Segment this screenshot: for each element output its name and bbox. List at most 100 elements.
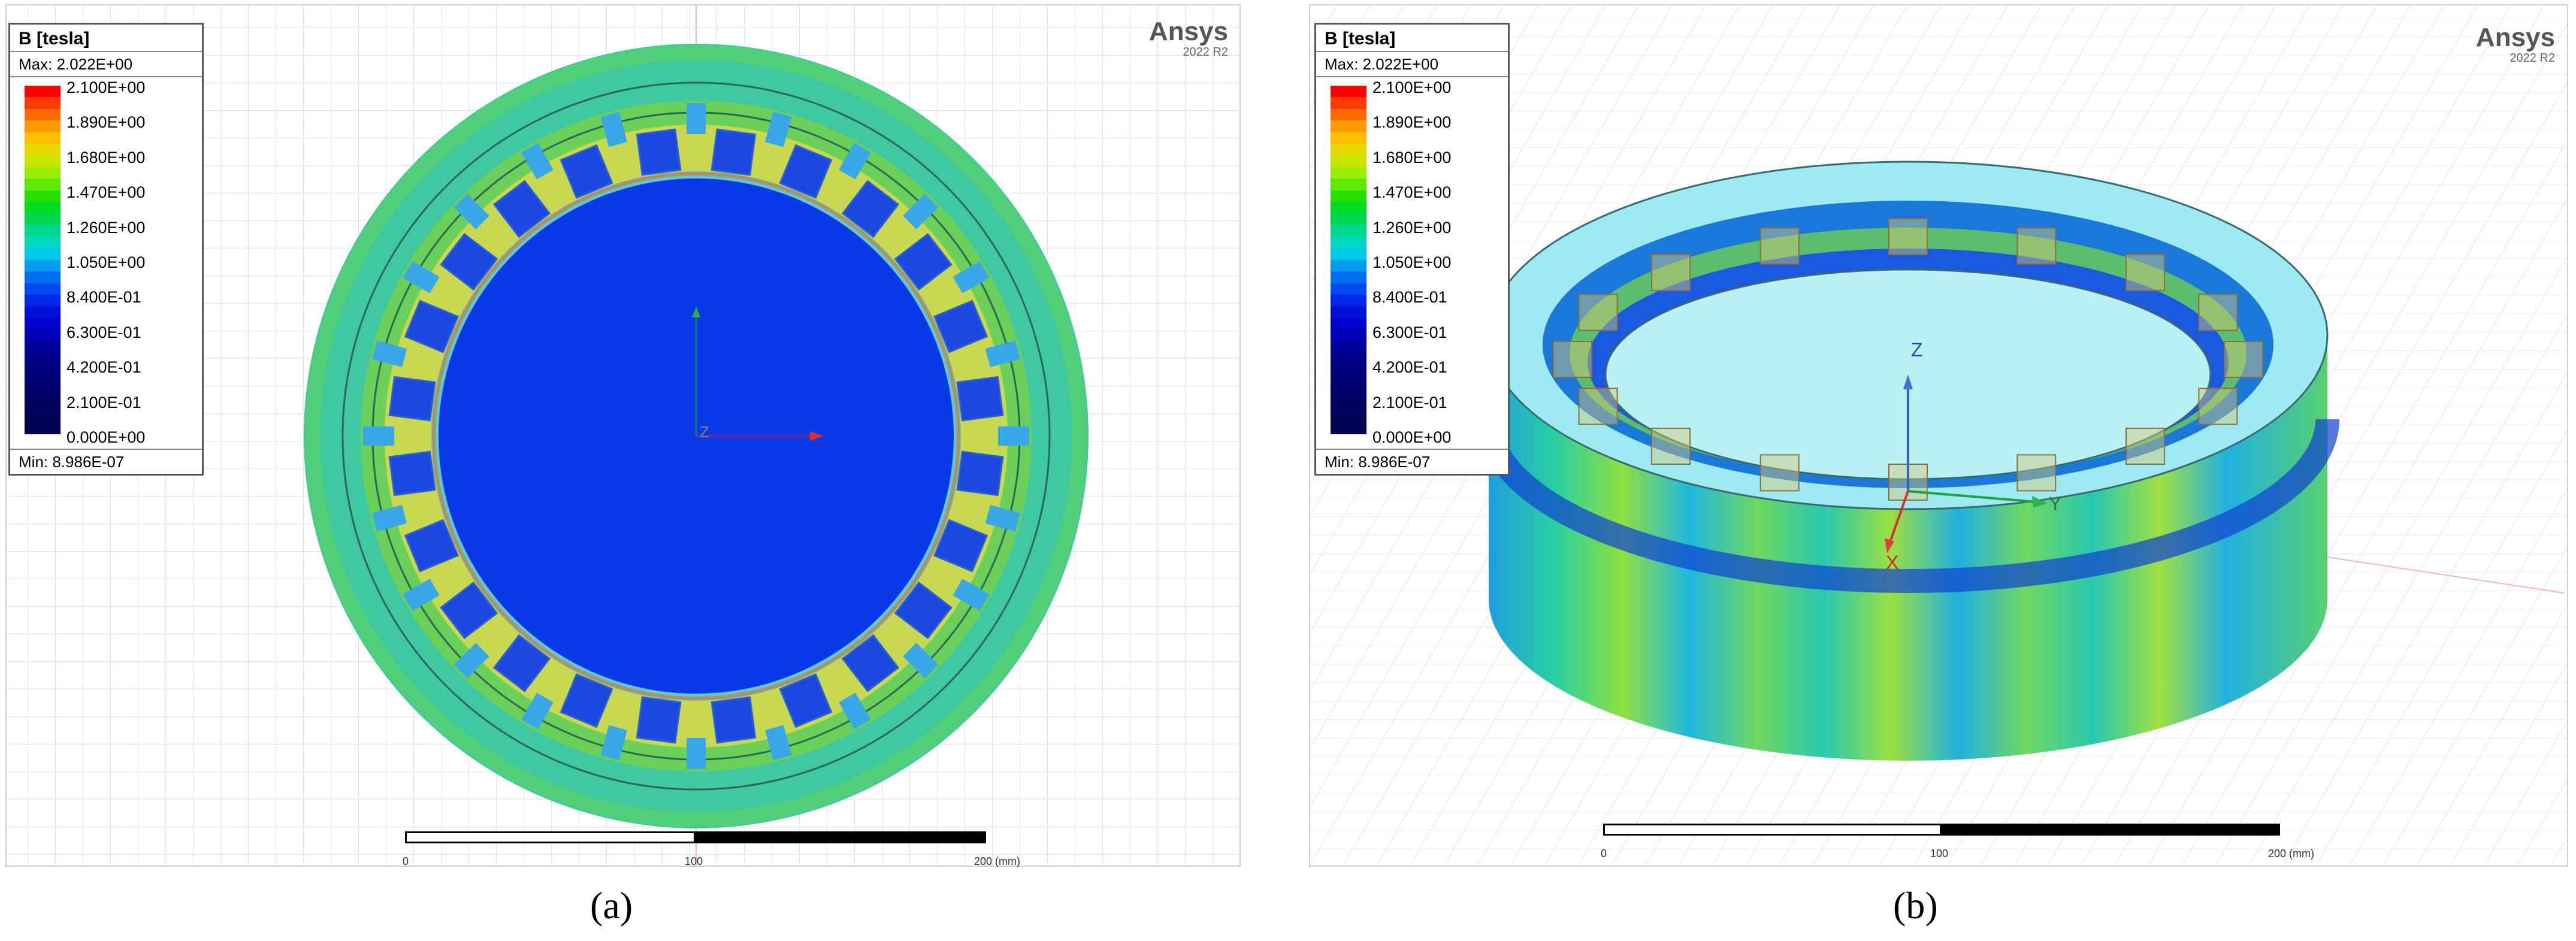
- yoke-flux-spot: [453, 643, 489, 679]
- color-swatch: [1331, 329, 1366, 341]
- legend-title: B [tesla]: [10, 25, 202, 52]
- legend-b: B [tesla] Max: 2.022E+00 2.100E+00 1.890E…: [1314, 23, 1510, 476]
- color-swatch: [25, 201, 61, 214]
- scale-label-0: 0: [1601, 848, 1607, 860]
- scale-label-100: 100: [685, 855, 703, 867]
- yoke-flux-spot: [953, 579, 990, 611]
- magnet-block: [1651, 427, 1691, 465]
- outer-band: [1489, 335, 2327, 761]
- yoke-flux-spot: [687, 738, 706, 769]
- legend-max: Max: 2.022E+00: [1316, 52, 1508, 77]
- tick-label: 6.300E-01: [1372, 323, 1447, 341]
- stator-slot: [956, 450, 1004, 497]
- tick-label: 2.100E-01: [1372, 393, 1447, 412]
- x-axis-arrow: [810, 431, 823, 441]
- color-swatch: [25, 190, 61, 202]
- scale-label-200: 200 (mm): [974, 855, 1021, 867]
- scale-bar-white: [1603, 824, 1942, 836]
- x-axis-label: X: [1886, 552, 1898, 573]
- magnet-block: [2016, 227, 2057, 265]
- caption-b: (b): [1893, 884, 1938, 927]
- scale-bar-b: 0 100 200 (mm): [1601, 824, 2314, 866]
- tick-label: 4.200E-01: [1372, 358, 1447, 377]
- color-swatch: [1331, 364, 1366, 376]
- yoke-flux-spot: [953, 261, 990, 294]
- yoke-flux-spot: [985, 340, 1021, 368]
- tick-label: 1.470E+00: [1372, 183, 1452, 202]
- color-swatch: [1331, 190, 1366, 202]
- color-swatch: [1331, 271, 1366, 283]
- color-swatch: [1331, 155, 1366, 167]
- color-swatch: [1331, 201, 1366, 214]
- yoke-flux-spot: [363, 426, 394, 446]
- tick-label: 1.470E+00: [66, 183, 146, 202]
- legend-min: Min: 8.986E-07: [1316, 449, 1508, 474]
- yoke-flux-spot: [600, 111, 628, 147]
- yoke-flux-spot: [903, 193, 939, 229]
- tick-label: 0.000E+00: [1372, 428, 1452, 446]
- magnet-block: [2125, 254, 2165, 292]
- color-swatch: [1331, 410, 1366, 423]
- color-scale: [1331, 86, 1366, 435]
- magnet-block: [1578, 294, 1618, 331]
- yoke-flux-spot: [371, 340, 407, 368]
- tick-label: 1.680E+00: [66, 148, 146, 167]
- magnet-block: [1553, 341, 1592, 378]
- yoke-flux-spot: [998, 426, 1029, 446]
- color-swatch: [1331, 399, 1366, 411]
- color-swatch: [25, 341, 61, 353]
- y-axis-arrow: [2032, 496, 2048, 508]
- tick-label: 6.300E-01: [66, 323, 141, 341]
- stator-slot: [388, 376, 436, 422]
- color-swatch: [25, 306, 61, 318]
- color-swatch: [25, 388, 61, 400]
- stator-slot: [933, 299, 988, 353]
- scale-bar-black: [1942, 824, 2280, 836]
- tick-label: 0.000E+00: [66, 428, 146, 446]
- stator-slot: [933, 519, 988, 573]
- svg-text:Z: Z: [700, 423, 709, 441]
- color-swatch: [1331, 295, 1366, 307]
- stator-slot: [636, 696, 682, 744]
- color-swatch: [25, 86, 61, 98]
- color-swatch: [25, 167, 61, 179]
- color-swatch: [1331, 388, 1366, 400]
- color-scale: [25, 86, 61, 435]
- magnets: [1553, 218, 2263, 501]
- tick-label: 1.890E+00: [66, 113, 146, 132]
- magnet-block: [2198, 388, 2238, 425]
- legend-a: B [tesla] Max: 2.022E+00 2.100E+00 1.890E…: [8, 23, 204, 476]
- yoke-flux-spot: [521, 692, 554, 730]
- stator-slot: [440, 232, 498, 291]
- magnet-block: [1651, 254, 1691, 292]
- color-swatch: [1331, 108, 1366, 121]
- tick-label: 2.100E-01: [66, 393, 141, 412]
- color-swatch: [25, 271, 61, 283]
- z-axis-label: Z: [1911, 339, 1923, 361]
- color-swatch: [1331, 213, 1366, 225]
- stator-slot: [841, 634, 900, 692]
- panel-a-canvas: Z: [5, 4, 1241, 867]
- stator-slot: [636, 128, 682, 176]
- stator-slot: [560, 673, 613, 728]
- tick-label: 1.260E+00: [1372, 218, 1452, 237]
- color-swatch: [1331, 248, 1366, 260]
- yoke-flux-spot: [453, 193, 489, 229]
- ansys-version: 2022 R2: [1183, 46, 1228, 59]
- magnet-block: [2198, 294, 2238, 331]
- yoke-flux-spot: [600, 725, 628, 761]
- yoke-flux-spot: [839, 143, 871, 180]
- color-swatch: [25, 178, 61, 190]
- panel-b-canvas: Z Y X: [1309, 4, 2568, 867]
- color-swatch: [1331, 120, 1366, 132]
- color-swatch: [25, 410, 61, 423]
- y-axis-label: Y: [2049, 493, 2061, 515]
- stator-slot: [841, 180, 900, 238]
- scale-bar-black: [696, 831, 986, 843]
- color-swatch: [25, 352, 61, 365]
- tick-label: 4.200E-01: [66, 358, 141, 377]
- color-swatch: [1331, 225, 1366, 237]
- stator-slot: [492, 180, 551, 238]
- scale-label-200: 200 (mm): [2268, 848, 2315, 860]
- magnet-block: [1759, 227, 1800, 265]
